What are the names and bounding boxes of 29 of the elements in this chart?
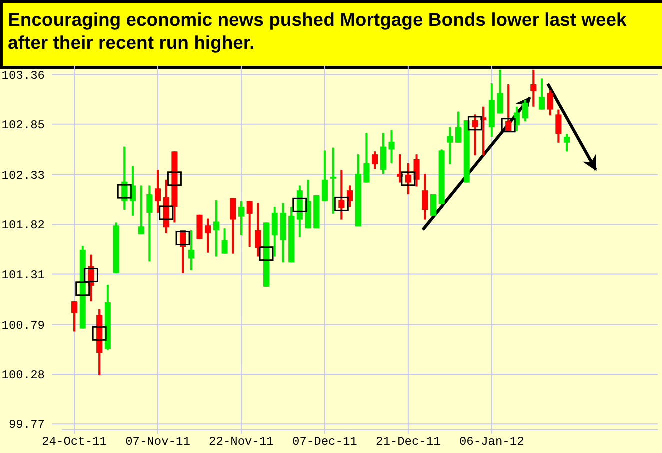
- x-tick-label: 22-Nov-11: [209, 435, 274, 449]
- x-tick-label: 07-Dec-11: [292, 435, 358, 449]
- point: [117, 184, 132, 199]
- y-tick-label: 99.77: [8, 418, 45, 432]
- candlestick: [330, 148, 336, 214]
- y-tick-label: 103.36: [2, 68, 45, 83]
- point: [92, 326, 107, 341]
- x-tick-label: 06-Jan-12: [459, 435, 524, 449]
- y-tick-label: 101.31: [2, 268, 45, 282]
- x-tick-label: 21-Dec-11: [376, 435, 441, 449]
- chart-title: Encouraging economic news pushed Mortgage Bonds lower last week after their recent run higher.: [0, 0, 662, 69]
- x-tick-label: 24-Oct-11: [42, 435, 107, 449]
- point: [176, 231, 190, 246]
- point: [292, 198, 308, 212]
- point: [468, 116, 482, 131]
- point: [167, 172, 182, 186]
- y-tick-label: 102.33: [2, 169, 45, 184]
- y-tick-label: 100.79: [2, 318, 45, 333]
- point: [501, 118, 516, 133]
- point: [334, 196, 349, 212]
- y-tick-label: 102.85: [2, 118, 45, 132]
- point: [159, 206, 174, 220]
- point: [259, 246, 274, 262]
- point: [76, 282, 90, 296]
- x-tick-label: 07-Nov-11: [126, 435, 190, 449]
- y-tick-label: 100.28: [2, 368, 45, 383]
- point: [401, 172, 416, 186]
- point: [84, 268, 98, 282]
- y-tick-label: 101.82: [2, 218, 45, 233]
